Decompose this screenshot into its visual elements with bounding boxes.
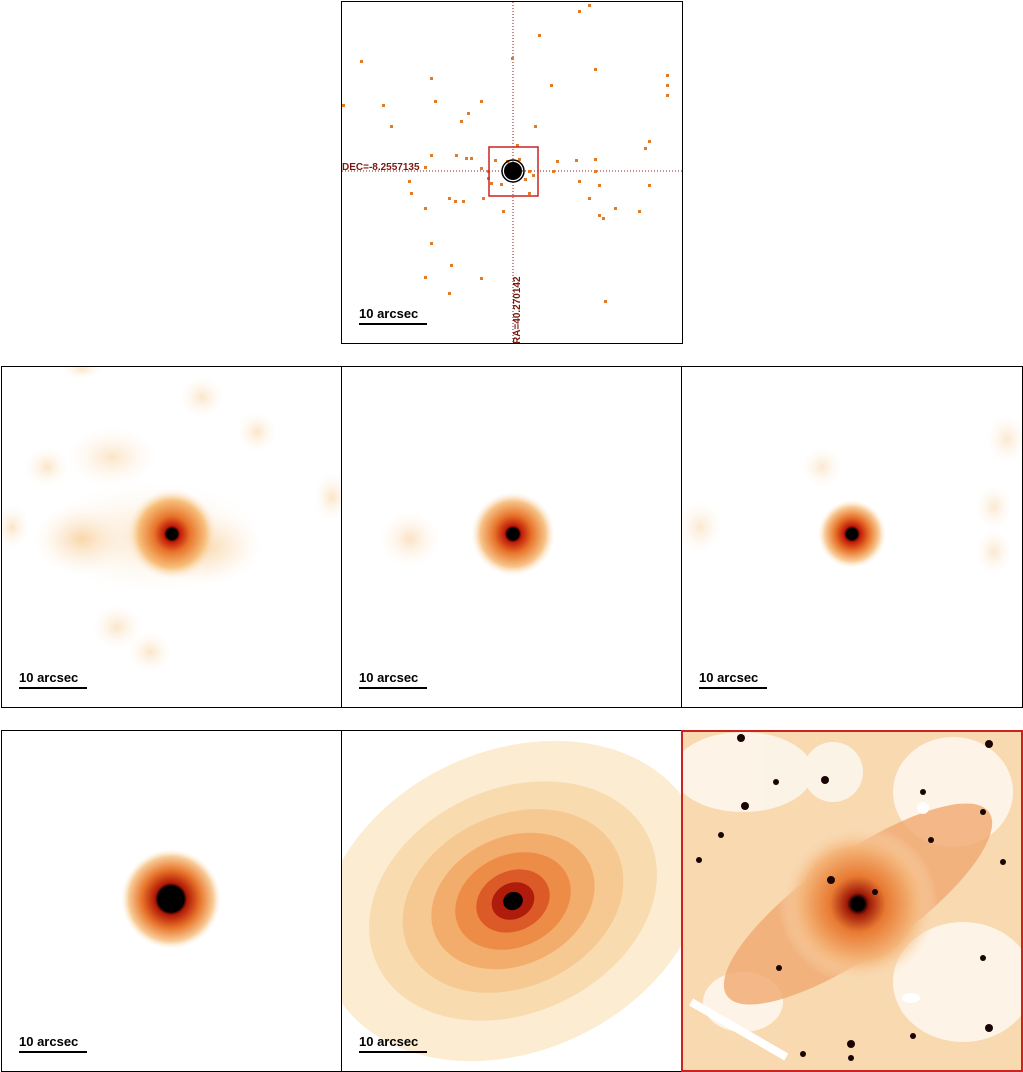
scale-bar: 10 arcsec xyxy=(19,1035,87,1053)
pixelated-image-panel: 10 arcsec xyxy=(341,730,682,1072)
optical-image xyxy=(683,732,1021,1070)
scale-bar-label: 10 arcsec xyxy=(19,1034,79,1049)
scale-bar-line xyxy=(359,323,427,325)
event-map-plot xyxy=(342,2,682,343)
smoothed-image-3 xyxy=(682,415,1022,574)
event-map-panel: DEC=-8.2557135 RA=40.270142 10 arcsec xyxy=(341,1,683,344)
scale-bar-label: 10 arcsec xyxy=(699,670,759,685)
scale-bar-label: 10 arcsec xyxy=(359,1034,419,1049)
source-circle xyxy=(501,159,525,183)
scale-bar: 10 arcsec xyxy=(699,671,767,689)
scale-bar: 10 arcsec xyxy=(19,671,87,689)
scale-bar-label: 10 arcsec xyxy=(359,306,419,321)
optical-image-panel xyxy=(681,730,1023,1072)
smoothed-image-panel-3: 10 arcsec xyxy=(681,366,1023,708)
scale-bar-label: 10 arcsec xyxy=(19,670,79,685)
zoom-box xyxy=(488,146,539,197)
scale-bar-line xyxy=(19,687,87,689)
ra-label: RA=40.270142 xyxy=(512,276,523,344)
source-marker xyxy=(504,162,522,180)
psf-image-panel: 10 arcsec xyxy=(1,730,342,1072)
scale-bar: 10 arcsec xyxy=(359,1035,427,1053)
scale-bar-label: 10 arcsec xyxy=(359,670,419,685)
smoothed-image-1 xyxy=(2,367,341,672)
scale-bar: 10 arcsec xyxy=(359,671,427,689)
dec-label: DEC=-8.2557135 xyxy=(342,162,420,173)
smoothed-image-2 xyxy=(380,492,555,576)
event-points xyxy=(342,4,669,303)
scale-bar-line xyxy=(19,1051,87,1053)
scale-bar-line xyxy=(359,687,427,689)
scale-bar-line xyxy=(359,1051,427,1053)
scale-bar-line xyxy=(699,687,767,689)
smoothed-image-panel-2: 10 arcsec xyxy=(341,366,682,708)
pixelated-image xyxy=(342,740,681,1062)
psf-image xyxy=(121,849,221,949)
smoothed-image-panel-1: 10 arcsec xyxy=(1,366,342,708)
scale-bar: 10 arcsec xyxy=(359,307,427,325)
